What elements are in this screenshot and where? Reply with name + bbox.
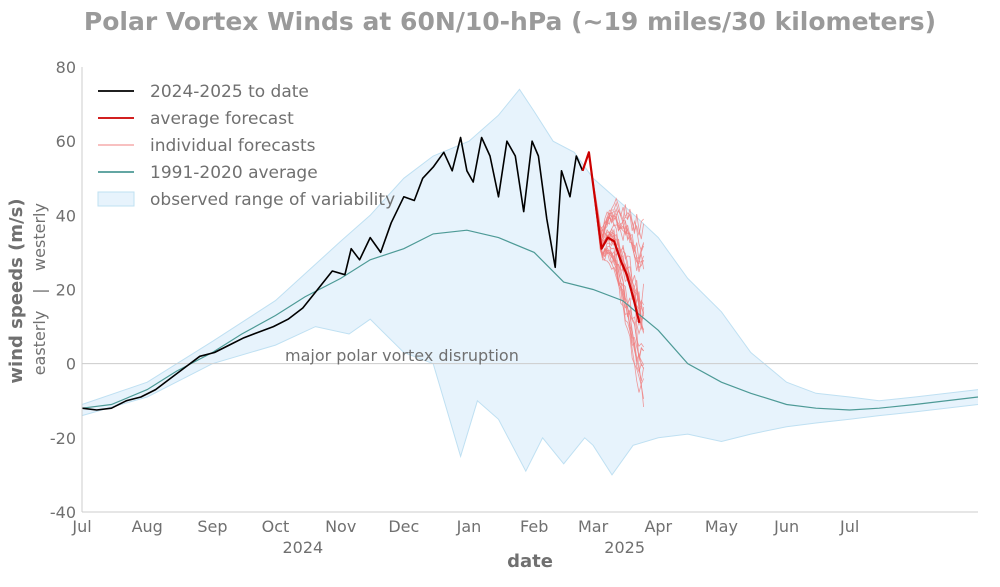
y-tick-label: -20 <box>50 429 76 448</box>
range-upper-edge <box>81 88 979 405</box>
range-band <box>82 89 978 475</box>
x-tick-label: May <box>705 517 738 536</box>
chart-title: Polar Vortex Winds at 60N/10-hPa (~19 mi… <box>84 7 936 36</box>
x-tick-label: Jul <box>71 517 91 536</box>
legend-label: observed range of variability <box>150 190 395 210</box>
axes <box>81 67 978 513</box>
y-axis-sub-label-group: easterly | westerly <box>30 203 49 375</box>
x-tick-label: Feb <box>520 517 548 536</box>
disruption-annotation: major polar vortex disruption <box>285 346 519 365</box>
x-year-label: 2024 <box>282 538 323 557</box>
legend-label: 1991-2020 average <box>150 163 318 183</box>
x-tick-label: Mar <box>578 517 609 536</box>
y-tick-label: 20 <box>56 281 76 300</box>
range-lower-edge <box>81 318 979 476</box>
legend: 2024-2025 to date average forecast individ… <box>97 82 395 210</box>
series-layer <box>81 136 979 411</box>
climatology-line <box>81 229 979 411</box>
x-tick-label: Dec <box>388 517 419 536</box>
y-axis-sub-westerly: westerly <box>30 203 49 271</box>
x-tick-label: Jul <box>839 517 859 536</box>
legend-label: individual forecasts <box>150 136 316 156</box>
x-tick-label: Jun <box>773 517 799 536</box>
y-ticks: -40 -20 0 20 40 60 80 <box>50 58 76 522</box>
y-axis-sub-easterly: easterly <box>30 311 49 376</box>
x-tick-label: Sep <box>197 517 227 536</box>
x-year-label: 2025 <box>604 538 645 557</box>
legend-label: 2024-2025 to date <box>150 82 309 102</box>
x-tick-label: Nov <box>325 517 356 536</box>
x-axis-label: date <box>507 551 553 572</box>
y-axis-sub-separator: | <box>30 288 49 293</box>
legend-label: average forecast <box>150 109 294 129</box>
y-tick-label: 80 <box>56 58 76 77</box>
legend-swatch-range <box>97 191 135 207</box>
y-tick-label: -40 <box>50 503 76 522</box>
x-tick-label: Aug <box>132 517 163 536</box>
range-layer <box>81 88 979 476</box>
forecast-average-line <box>581 151 641 324</box>
y-axis-label-group: wind speeds (m/s) <box>6 198 27 383</box>
x-tick-label: Oct <box>262 517 290 536</box>
observed-line <box>81 136 584 411</box>
x-tick-label: Apr <box>644 517 672 536</box>
y-tick-label: 0 <box>66 355 76 374</box>
x-tick-label: Jan <box>456 517 482 536</box>
y-tick-label: 40 <box>56 206 76 225</box>
y-tick-label: 60 <box>56 132 76 151</box>
y-axis-label: wind speeds (m/s) <box>6 198 27 383</box>
x-ticks: Jul Aug Sep Oct Nov Dec Jan Feb Mar Apr May Jun Jul 2… <box>71 517 859 557</box>
